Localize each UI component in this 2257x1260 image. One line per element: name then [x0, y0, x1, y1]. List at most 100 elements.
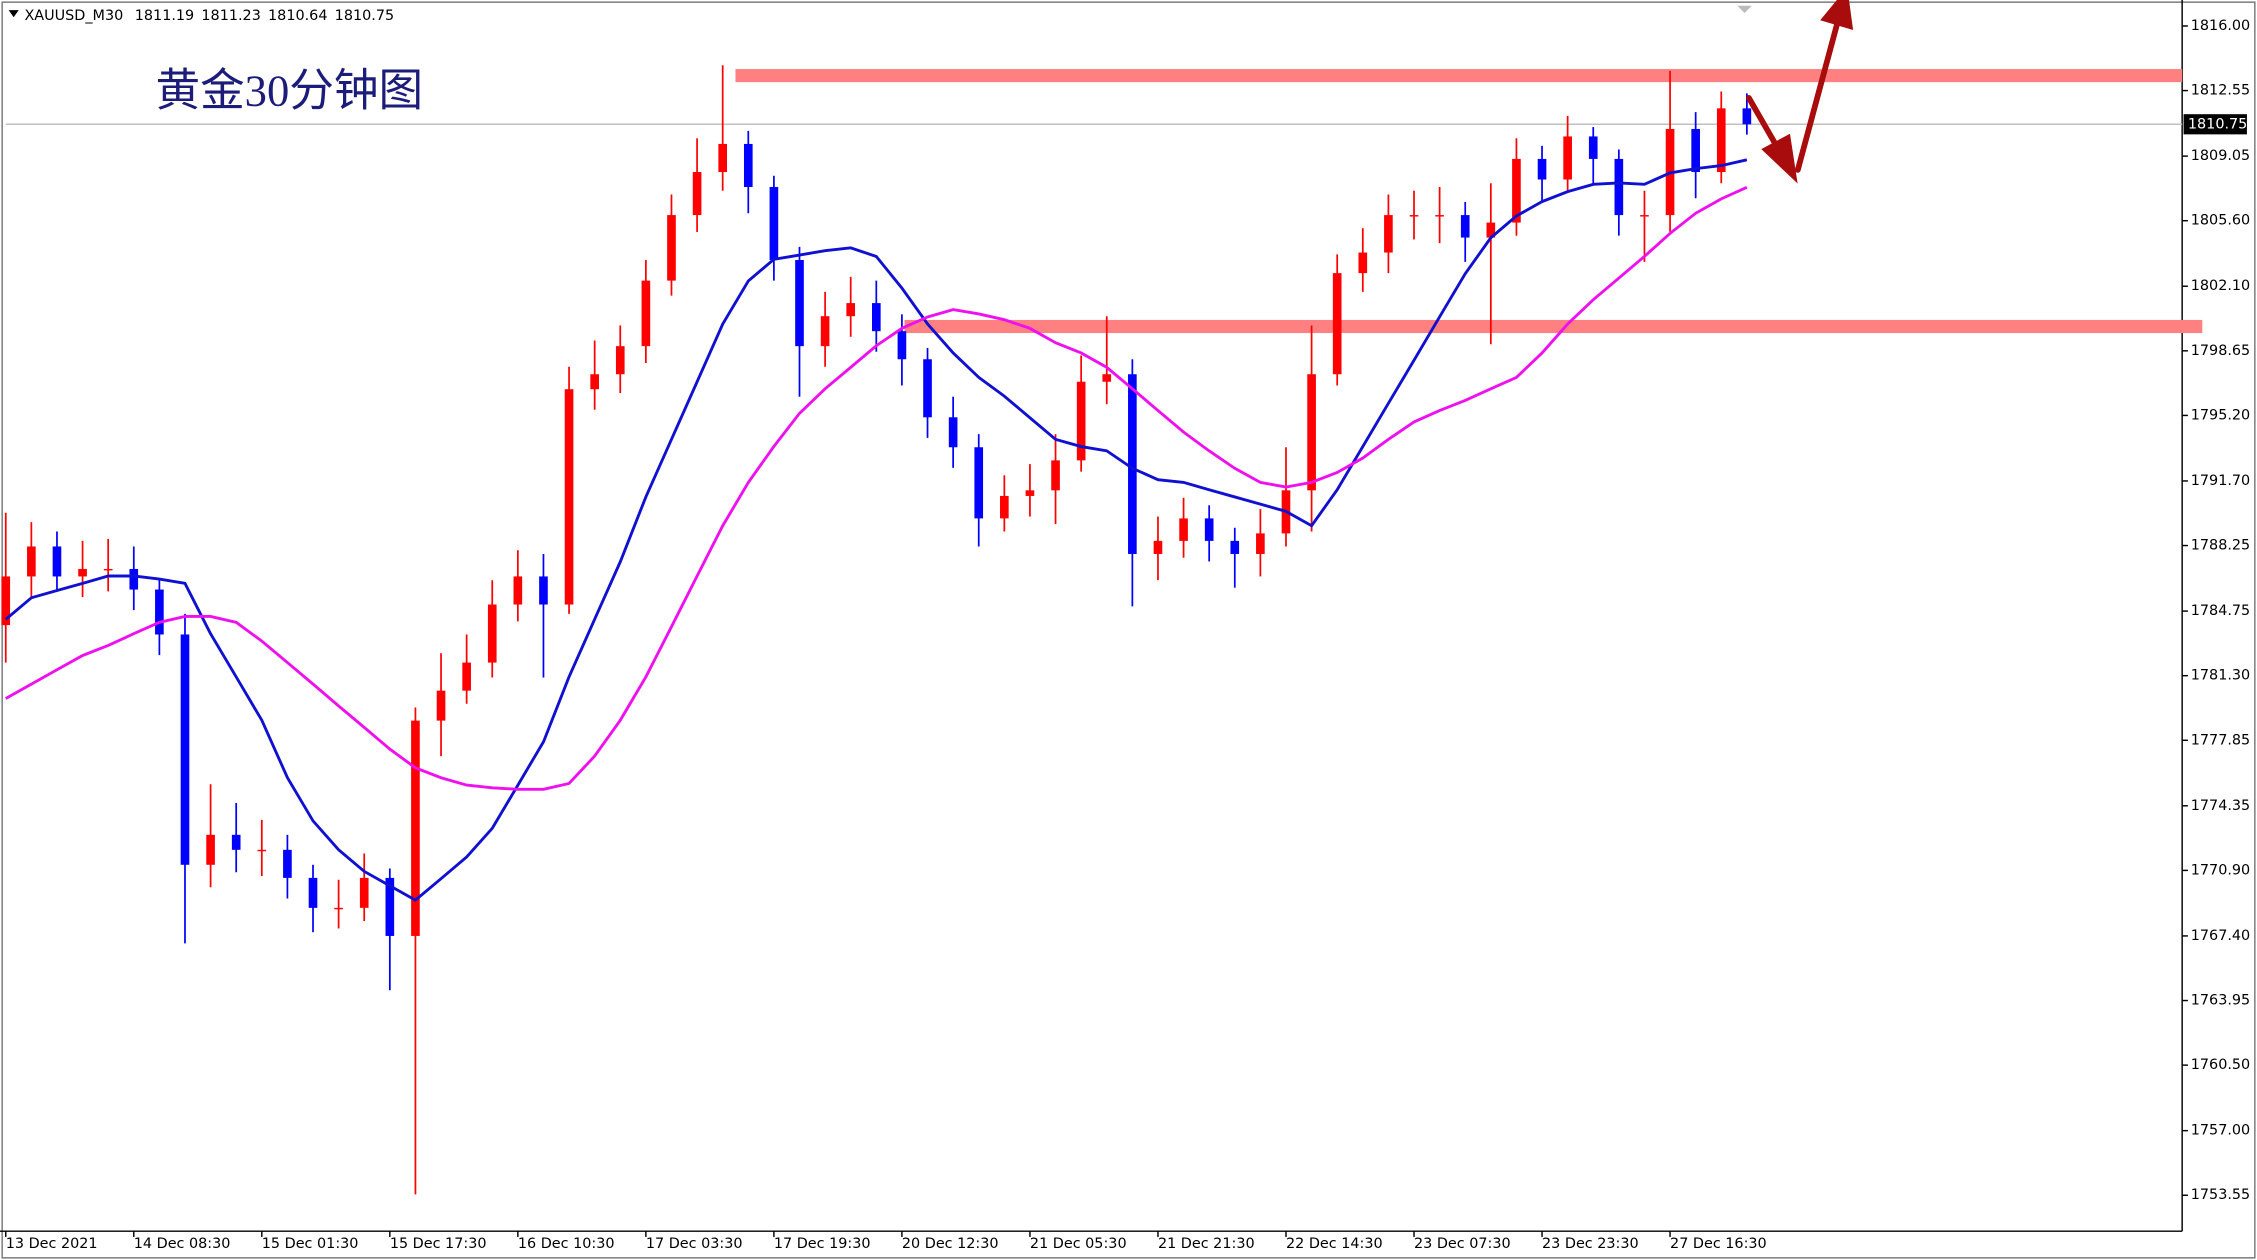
- chart-annotation: 黄金30分钟图: [155, 65, 423, 115]
- x-tick-label: 17 Dec 19:30: [774, 1236, 871, 1252]
- menu-triangle: [8, 10, 19, 18]
- candle-body: [206, 834, 215, 865]
- y-tick-label: 1767.40: [2191, 928, 2250, 944]
- x-tick-label: 23 Dec 23:30: [1542, 1236, 1639, 1252]
- chart-header: XAUUSD_M30 1811.19 1811.23 1810.64 1810.75: [24, 8, 394, 24]
- candle-body: [718, 143, 728, 173]
- candle-body: [667, 215, 676, 281]
- candle-body: [1435, 215, 1444, 217]
- candle-body: [52, 546, 62, 577]
- candle-body: [539, 576, 548, 605]
- moving-average: [5, 186, 1748, 791]
- y-tick-label: 1809.05: [2191, 148, 2250, 164]
- candle-body: [334, 907, 343, 910]
- candle-body: [487, 604, 497, 663]
- x-tick-label: 17 Dec 03:30: [646, 1236, 743, 1252]
- candle-body: [846, 303, 856, 317]
- arrow-up-head: [1820, 0, 1854, 30]
- candle-body: [1537, 158, 1547, 180]
- x-tick-label: 22 Dec 14:30: [1286, 1236, 1383, 1252]
- candle-body: [615, 346, 625, 375]
- x-tick-label: 21 Dec 21:30: [1158, 1236, 1255, 1252]
- candle-body: [27, 546, 36, 577]
- header-high: 1811.23: [201, 8, 260, 24]
- candle-body: [180, 634, 190, 865]
- candle-body: [1563, 136, 1572, 180]
- candle-body: [1409, 215, 1419, 217]
- candle-body: [871, 303, 881, 332]
- y-tick-label: 1795.20: [2191, 407, 2250, 423]
- candle-body: [692, 172, 702, 216]
- candle-body: [1716, 108, 1726, 173]
- candle-body: [1460, 215, 1470, 238]
- candle-body: [795, 260, 804, 347]
- last-price-box: [2183, 114, 2247, 135]
- y-tick-label: 1802.10: [2191, 278, 2250, 294]
- symbol: XAUUSD_M30: [24, 8, 123, 24]
- candle-body: [155, 589, 164, 635]
- resistance-zone: [735, 69, 2183, 83]
- shift-marker: [1737, 5, 1752, 13]
- candle-body: [1179, 518, 1188, 541]
- candle-body: [1512, 158, 1521, 223]
- y-tick-label: 1770.90: [2191, 862, 2250, 878]
- candle-body: [1614, 158, 1624, 216]
- x-tick-label: 15 Dec 01:30: [262, 1236, 359, 1252]
- header-open: 1811.19: [135, 8, 194, 24]
- candle-body: [231, 834, 241, 850]
- x-tick-label: 14 Dec 08:30: [134, 1236, 231, 1252]
- candle-body: [283, 849, 292, 878]
- candle-body: [1358, 252, 1368, 274]
- candle-body: [129, 568, 139, 590]
- candle-body: [1076, 381, 1086, 461]
- y-tick-label: 1777.85: [2191, 732, 2250, 748]
- candle-body: [257, 849, 267, 852]
- candle-body: [1486, 222, 1496, 238]
- y-tick-label: 1791.70: [2191, 473, 2250, 489]
- y-tick-label: 1788.25: [2191, 538, 2250, 554]
- candle-body: [1307, 374, 1316, 491]
- candle-body: [1, 576, 11, 626]
- y-tick-label: 1805.60: [2191, 213, 2250, 229]
- x-tick-label: 23 Dec 07:30: [1414, 1236, 1511, 1252]
- candle-body: [590, 374, 599, 390]
- candle-body: [1128, 374, 1137, 554]
- x-tick-label: 27 Dec 16:30: [1670, 1236, 1767, 1252]
- arrow-up: [1794, 17, 1842, 173]
- forecast-arrows: [1746, 0, 1854, 184]
- last-price-label: 1810.75: [2188, 116, 2247, 132]
- candle-body: [359, 877, 369, 908]
- candle-body: [78, 568, 87, 577]
- plot-area: 1816.00 1812.55 1809.05 1805.60 1802.10 1798.…: [1, 18, 2250, 1252]
- candle-body: [436, 690, 446, 721]
- candle-body: [385, 877, 395, 936]
- candle-body: [564, 389, 574, 605]
- candle-body: [411, 720, 420, 936]
- arrow-down-head: [1761, 133, 1798, 184]
- candle-body: [308, 877, 318, 908]
- candle-body: [820, 316, 830, 347]
- candle-body: [769, 187, 779, 261]
- candle-body: [1256, 533, 1265, 554]
- y-tick-label: 1812.55: [2191, 83, 2250, 99]
- candle-body: [1384, 215, 1393, 253]
- header-low: 1810.64: [268, 8, 327, 24]
- x-tick-label: 13 Dec 2021: [6, 1236, 98, 1252]
- y-tick-label: 1816.00: [2191, 18, 2250, 34]
- candle-body: [513, 576, 523, 605]
- candle-body: [1153, 540, 1163, 554]
- y-tick-label: 1784.75: [2191, 603, 2250, 619]
- candle-body: [743, 143, 753, 188]
- candle-body: [1742, 108, 1752, 125]
- candle-body: [1230, 540, 1240, 554]
- y-tick-label: 1774.35: [2191, 798, 2250, 814]
- y-tick-label: 1781.30: [2191, 668, 2250, 684]
- candle-body: [1000, 495, 1009, 519]
- candle-body: [103, 568, 113, 571]
- candle-body: [1204, 518, 1214, 541]
- candle-body: [948, 417, 958, 448]
- candle-body: [1102, 374, 1112, 382]
